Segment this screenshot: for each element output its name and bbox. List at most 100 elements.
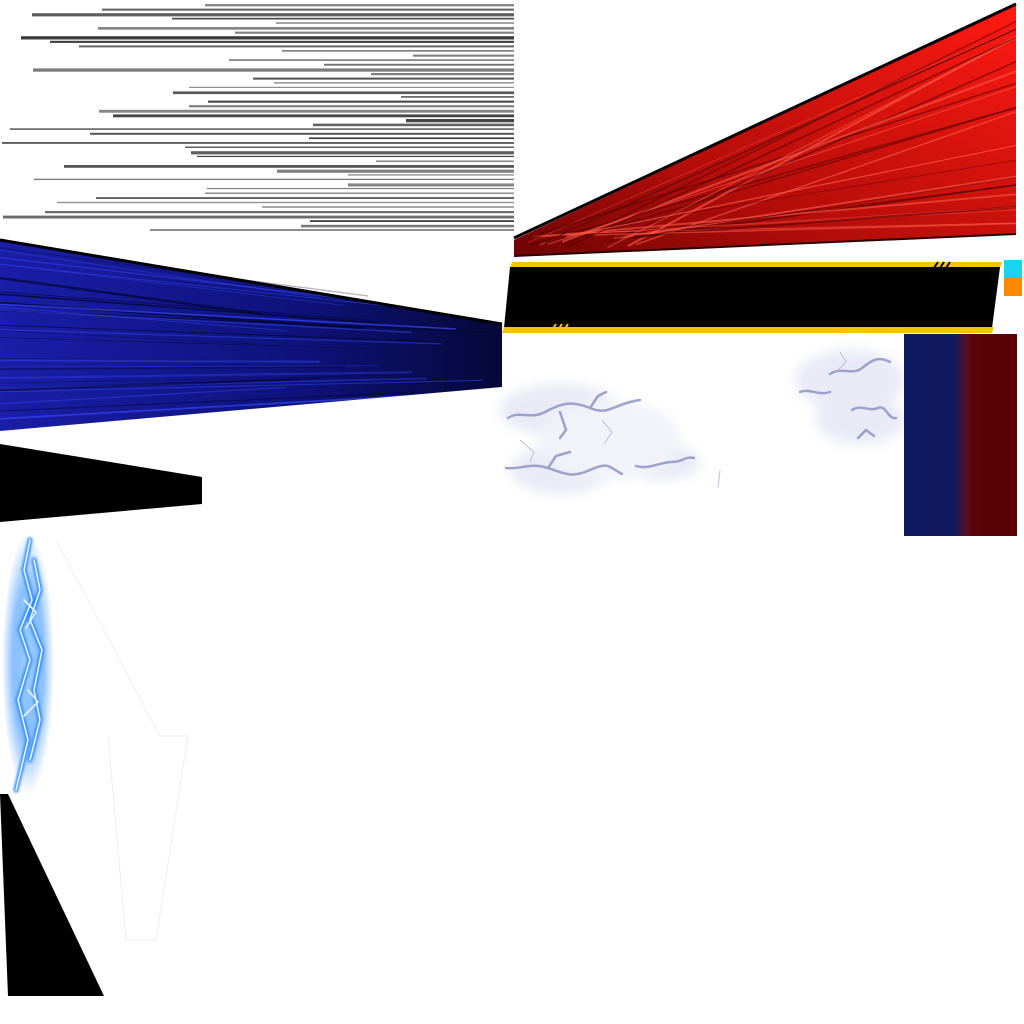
speed-line — [172, 17, 514, 20]
speed-line — [191, 151, 514, 155]
speed-line — [229, 59, 514, 61]
blue-streak — [0, 309, 495, 334]
blue-streak — [0, 291, 386, 323]
speed-line — [189, 105, 514, 108]
speed-line — [262, 206, 514, 208]
blue-streak — [0, 386, 286, 405]
red-streak — [541, 193, 1017, 238]
speed-line — [208, 100, 514, 103]
speed-line — [276, 22, 514, 24]
red-streak — [540, 159, 1017, 238]
blue-streak — [0, 365, 378, 368]
blue-streak — [0, 395, 404, 420]
speed-line — [99, 109, 514, 113]
red-streak — [565, 106, 1017, 243]
red-streak — [593, 222, 1017, 236]
speed-line — [309, 137, 514, 140]
cyan-chip — [1004, 260, 1022, 278]
red-streak — [566, 36, 1017, 249]
blue-streak — [0, 391, 426, 412]
red-streak — [613, 175, 1017, 240]
black-wedge-sprite — [0, 444, 202, 522]
speed-line — [413, 54, 514, 57]
speed-line — [57, 201, 514, 204]
speed-line — [205, 4, 514, 7]
speed-line — [277, 169, 514, 173]
speed-line — [34, 178, 514, 180]
blue-streak — [0, 324, 429, 342]
blue-streak — [0, 264, 385, 306]
blue-streak — [0, 375, 397, 384]
red-streak — [528, 106, 1017, 247]
speed-line — [90, 132, 514, 135]
speed-line — [274, 82, 514, 84]
red-streak — [565, 144, 1017, 238]
red-streak — [544, 28, 1017, 243]
speed-line — [98, 27, 514, 30]
speed-line — [189, 86, 514, 88]
blue-streak — [0, 378, 301, 392]
speed-line — [2, 142, 514, 144]
red-streak — [563, 20, 1017, 246]
speed-line — [371, 73, 514, 76]
speed-line — [32, 13, 514, 17]
lightning-bolt-sprite — [2, 534, 54, 794]
red-wedge-banner — [513, 2, 1017, 257]
speed-line — [3, 215, 514, 219]
speed-line — [401, 96, 514, 98]
blue-streak — [0, 249, 319, 298]
faint-wedge-outline — [55, 539, 189, 941]
blue-streak — [0, 328, 442, 345]
blue-streak — [0, 358, 320, 363]
speed-line — [79, 45, 514, 48]
blue-streak — [0, 366, 346, 370]
blue-streak — [0, 256, 372, 303]
electric-cloud-sprite — [500, 350, 905, 494]
red-streak — [528, 28, 1017, 243]
red-streak — [633, 205, 1017, 238]
speed-line — [348, 174, 514, 176]
speed-line — [235, 31, 514, 34]
speed-line — [33, 68, 514, 72]
speed-line — [253, 77, 514, 80]
red-streak — [532, 209, 1017, 237]
speed-lines-sprite — [2, 4, 514, 231]
orange-chip — [1004, 278, 1022, 296]
speed-line — [207, 188, 514, 190]
blue-streak — [0, 276, 261, 315]
speed-line — [150, 229, 514, 231]
black-nameplate — [502, 261, 1002, 333]
speed-line — [10, 128, 514, 130]
speed-line — [64, 165, 514, 168]
speed-line — [310, 220, 514, 222]
speed-line — [376, 160, 514, 163]
speed-line — [50, 40, 514, 43]
blue-streak — [0, 306, 288, 332]
speed-line — [205, 192, 514, 194]
red-streak — [604, 185, 1017, 237]
speed-line — [173, 91, 514, 95]
color-swatch-sprite — [904, 334, 1017, 536]
red-streak — [630, 176, 1017, 239]
blue-streak — [0, 337, 367, 349]
blue-streak — [0, 303, 457, 330]
speed-line — [282, 50, 514, 52]
speed-line — [21, 36, 514, 40]
red-streak — [608, 60, 1017, 243]
blue-streak — [0, 379, 484, 393]
speed-line — [348, 183, 514, 187]
blue-streak — [0, 293, 380, 324]
blue-streak — [0, 309, 412, 334]
black-triangle-sprite — [0, 794, 104, 996]
speed-line — [113, 114, 514, 118]
speed-line — [185, 146, 514, 148]
blue-streak — [0, 330, 261, 345]
blue-streak — [0, 371, 413, 380]
red-streak — [561, 206, 1017, 236]
speed-line — [301, 224, 514, 228]
red-streak — [523, 82, 1017, 240]
red-streak — [581, 222, 1017, 234]
speed-line — [324, 63, 514, 66]
speed-line — [406, 119, 514, 123]
